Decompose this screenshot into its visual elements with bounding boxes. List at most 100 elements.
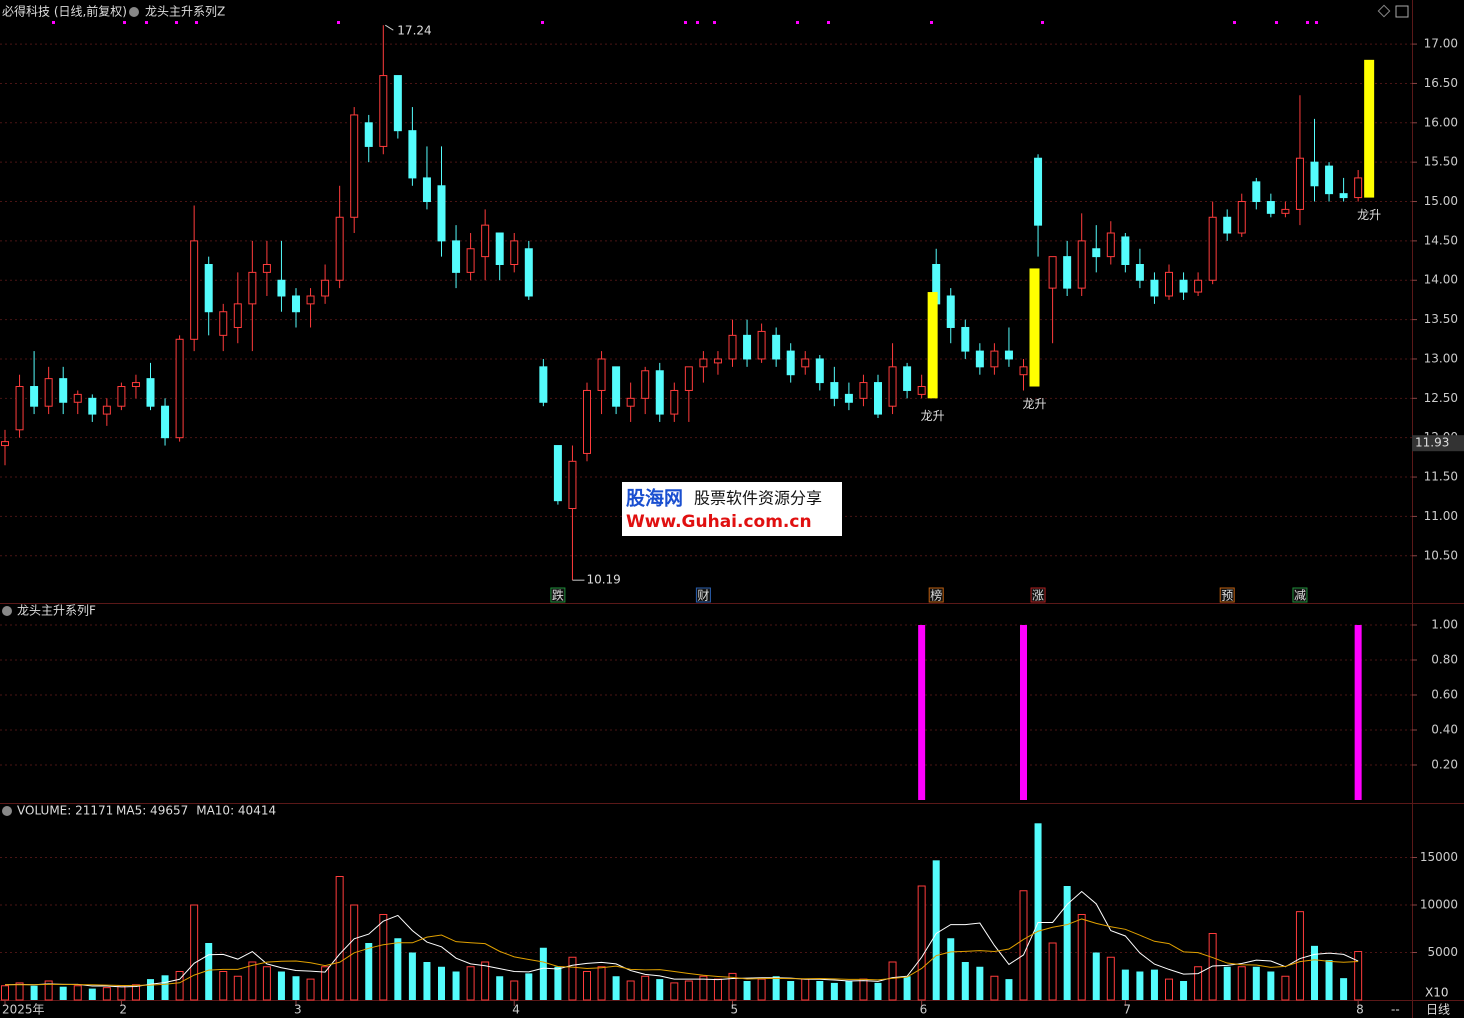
indicator-icon[interactable] — [129, 7, 139, 17]
marker-dot — [1275, 21, 1278, 24]
signal-bar — [1354, 625, 1362, 800]
candle-body — [888, 366, 897, 407]
y-tick-label: 0.80 — [1431, 653, 1458, 667]
event-badge — [1219, 587, 1235, 603]
volume-bar — [757, 978, 766, 1001]
volume-bar — [306, 978, 315, 1001]
volume-bar — [44, 980, 53, 1001]
candle-body — [1281, 208, 1290, 214]
candle-body — [219, 311, 228, 336]
volume-bar — [612, 976, 620, 1000]
volume-bar — [525, 973, 533, 1000]
candle-body — [1237, 201, 1246, 234]
volume-bar — [874, 982, 882, 1000]
candle-body — [801, 358, 810, 368]
y-tick-label: 15000 — [1420, 850, 1458, 864]
candle-body — [131, 382, 140, 388]
marker-dot — [175, 21, 178, 24]
candle-body — [786, 350, 795, 376]
y-tick-label: 11.00 — [1424, 509, 1458, 523]
x-tick-label: 7 — [1123, 1003, 1131, 1017]
volume-bar — [1252, 966, 1260, 1000]
candle-body — [844, 393, 853, 403]
event-label: 预 — [1221, 589, 1233, 603]
indicator-icon[interactable] — [2, 606, 12, 616]
volume-bar — [539, 947, 547, 1000]
volume-bar — [102, 987, 111, 1001]
candle-body — [713, 358, 722, 364]
volume-bar — [1106, 956, 1115, 1001]
y-tick-label: 11.50 — [1424, 470, 1458, 484]
candle-body — [612, 366, 621, 407]
volume-bar — [262, 966, 271, 1001]
candle-body — [1, 441, 9, 447]
volume-bar — [699, 975, 708, 1001]
candle-body — [59, 378, 68, 403]
candle-body — [437, 185, 446, 242]
volume-bar — [321, 966, 330, 1001]
candle-body — [990, 350, 999, 368]
y-tick-label: 10.50 — [1424, 548, 1458, 562]
volume-bar — [1281, 975, 1290, 1001]
volume-bar — [117, 985, 126, 1001]
candle-body — [190, 240, 199, 340]
y-tick-label: 14.00 — [1424, 273, 1458, 287]
legend-entry: MA5: 49657 — [116, 804, 188, 818]
volume-bar — [1267, 971, 1275, 1000]
candle-body — [597, 358, 606, 391]
volume-bar — [626, 980, 635, 1001]
volume-bar — [1325, 960, 1333, 1000]
volume-bar — [1150, 969, 1158, 1000]
candle-body — [874, 382, 882, 415]
period-button[interactable]: 日线 — [1426, 1003, 1450, 1017]
candle-body — [917, 386, 926, 395]
x-tick-label: 2025年 — [2, 1003, 45, 1017]
marker-dot — [541, 21, 544, 24]
volume-bar — [1180, 981, 1188, 1000]
stock-title: 必得科技 (日线,前复权) — [2, 4, 127, 19]
candle-body — [903, 366, 912, 391]
marker-dot — [123, 21, 126, 24]
candle-body — [452, 240, 461, 273]
volume-bar — [423, 962, 431, 1000]
candle-body — [306, 295, 315, 305]
more-button[interactable]: -- — [1391, 1003, 1400, 1017]
settings-icon[interactable] — [1377, 4, 1391, 18]
candle-body — [1339, 193, 1348, 199]
y-tick-label: 16.00 — [1424, 115, 1458, 129]
candle-body — [408, 130, 417, 179]
volume-bar — [1077, 914, 1086, 1001]
signal-label: 龙升 — [921, 409, 945, 423]
candle-body — [743, 334, 752, 360]
volume-bar — [73, 985, 82, 1001]
candle-body — [1354, 177, 1363, 199]
volume-bar — [1208, 933, 1217, 1001]
event-badge — [1030, 587, 1046, 603]
volume-bar — [1, 985, 9, 1001]
candle-body — [1034, 157, 1043, 226]
candle-body — [1179, 279, 1188, 293]
marker-dot — [1306, 21, 1309, 24]
legend-entry: MA10: 40414 — [196, 804, 276, 818]
y-tick-label: 0.60 — [1431, 688, 1458, 702]
candle-body — [481, 224, 490, 258]
event-label: 榜 — [930, 588, 942, 603]
candle-body — [699, 358, 708, 368]
volume-bar — [641, 975, 650, 1001]
volume-title: VOLUME: 21171 — [17, 804, 113, 818]
volume-bar — [947, 938, 955, 1000]
y-tick-label: 13.50 — [1424, 312, 1458, 326]
indicator-icon[interactable] — [2, 806, 12, 816]
volume-bar — [248, 961, 257, 1001]
candle-body — [655, 370, 664, 415]
y-tick-label: 13.00 — [1424, 351, 1458, 365]
volume-bar — [466, 966, 475, 1001]
window-icon[interactable] — [1395, 5, 1409, 18]
candle-body — [1077, 240, 1086, 289]
volume-bar — [903, 976, 911, 1000]
candle-body — [1266, 201, 1275, 214]
y-tick-label: 16.50 — [1424, 76, 1458, 90]
volume-bar — [1194, 966, 1203, 1001]
event-badge — [928, 587, 944, 603]
